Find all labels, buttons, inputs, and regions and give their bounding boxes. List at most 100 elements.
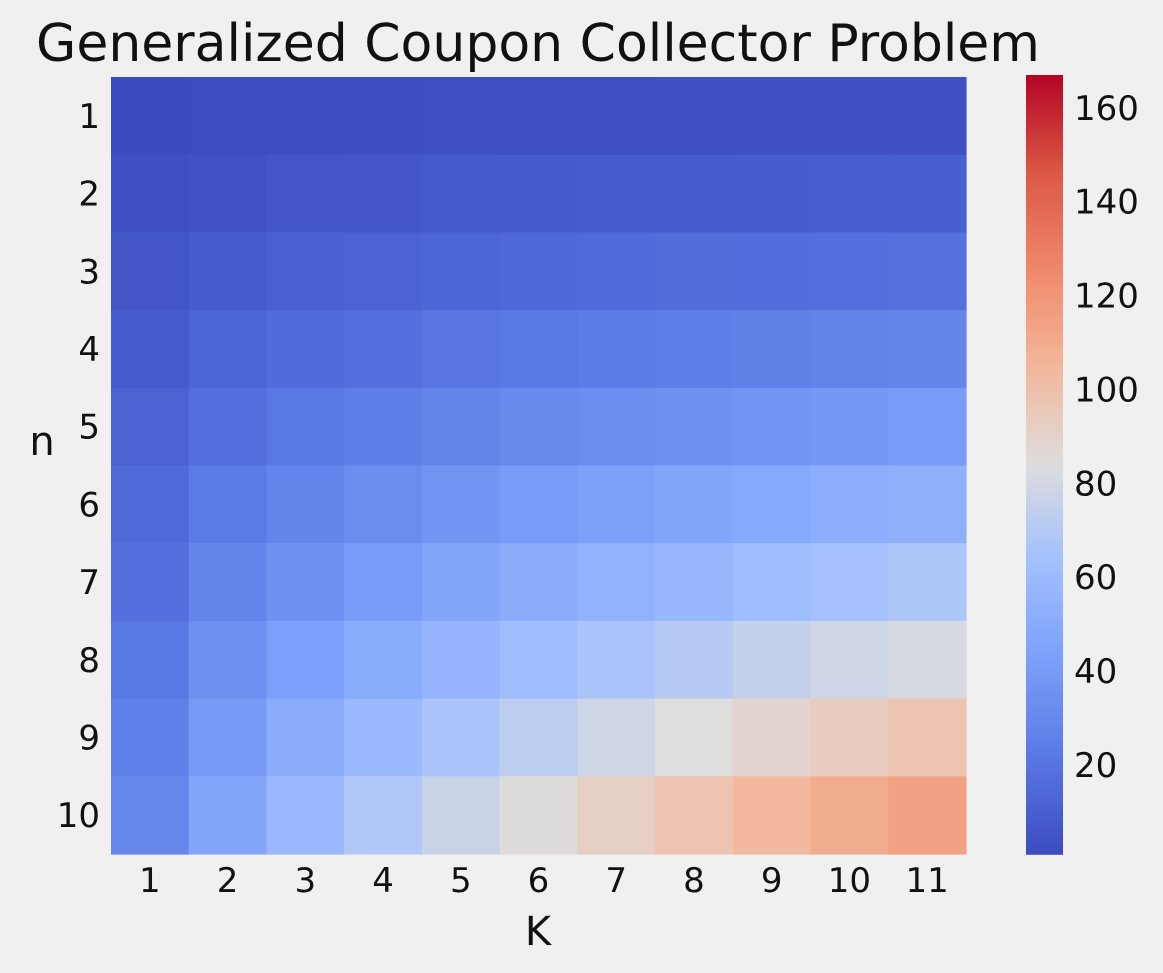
colorbar-segment <box>1026 785 1063 792</box>
colorbar-segment <box>1026 561 1063 568</box>
colorbar-segment <box>1026 284 1063 291</box>
heatmap-cell <box>111 232 190 311</box>
heatmap-cell <box>655 543 734 622</box>
colorbar-segment <box>1026 440 1063 446</box>
heatmap-cell <box>499 543 578 622</box>
colorbar-segment <box>1026 800 1063 807</box>
colorbar-segment <box>1026 746 1063 753</box>
colorbar-segment <box>1026 610 1063 617</box>
heatmap-cell <box>499 310 578 389</box>
colorbar-segment <box>1026 668 1063 675</box>
colorbar-segment <box>1026 250 1063 256</box>
heatmap-cell <box>810 620 889 700</box>
heatmap-cell <box>732 620 812 700</box>
heatmap-cell <box>655 620 734 700</box>
heatmap-cell <box>188 698 268 777</box>
colorbar-segment <box>1026 766 1063 773</box>
heatmap-cell <box>655 776 734 855</box>
heatmap-cell <box>732 776 812 855</box>
heatmap-cell <box>266 620 345 700</box>
colorbar-segment <box>1026 94 1063 101</box>
colorbar-segment <box>1026 634 1063 641</box>
heatmap-cell <box>577 776 656 855</box>
colorbar-segment <box>1026 522 1063 529</box>
heatmap-cell <box>577 387 656 467</box>
colorbar-segment <box>1026 698 1063 704</box>
heatmap-cell <box>888 776 967 855</box>
colorbar-segment <box>1026 177 1063 183</box>
heatmap-cells <box>111 77 967 855</box>
colorbar-segment <box>1026 167 1063 174</box>
colorbar-segment <box>1026 649 1063 656</box>
colorbar-segment <box>1026 294 1063 300</box>
colorbar-segment <box>1026 639 1063 646</box>
heatmap-cell <box>421 465 501 544</box>
colorbar-segment <box>1026 152 1063 159</box>
colorbar-segment <box>1026 89 1063 96</box>
y-tick-label: 10 <box>57 796 100 836</box>
heatmap-cell <box>188 77 268 156</box>
y-tick-label: 8 <box>78 641 100 681</box>
colorbar-segment <box>1026 118 1063 125</box>
colorbar-segment <box>1026 406 1063 412</box>
colorbar-segment <box>1026 469 1063 476</box>
heatmap-cell <box>810 387 889 467</box>
colorbar-segment <box>1026 722 1063 729</box>
heatmap-cell <box>266 543 345 622</box>
heatmap-cell <box>499 776 578 855</box>
chart-title: Generalized Coupon Collector Problem <box>36 14 1040 74</box>
heatmap-cell <box>888 154 967 233</box>
heatmap-cell <box>655 698 734 777</box>
heatmap-cell <box>655 465 734 544</box>
colorbar-segment <box>1026 425 1063 432</box>
colorbar-segment <box>1026 99 1063 106</box>
colorbar-segment <box>1026 576 1063 583</box>
heatmap-cell <box>810 698 889 777</box>
x-tick-label: 5 <box>450 861 472 901</box>
y-tick-label: 9 <box>78 718 100 758</box>
colorbar-segment <box>1026 591 1063 597</box>
colorbar-segment <box>1026 386 1063 393</box>
colorbar-segment <box>1026 474 1063 480</box>
heatmap-cell <box>732 465 812 544</box>
heatmap-cell <box>732 387 812 467</box>
colorbar-segment <box>1026 552 1063 558</box>
colorbar-segment <box>1026 143 1063 149</box>
y-tick-labels: 1 2 3 4 5 6 7 8 9 10 <box>57 97 100 836</box>
heatmap-cell <box>188 154 268 233</box>
colorbar-segment <box>1026 464 1063 471</box>
colorbar-segment <box>1026 245 1063 252</box>
colorbar-segment <box>1026 761 1063 768</box>
colorbar-tick-label: 100 <box>1074 370 1139 410</box>
y-axis-label: n <box>29 419 54 465</box>
heatmap-cell <box>732 543 812 622</box>
y-tick-label: 4 <box>78 330 100 370</box>
heatmap-cell <box>421 232 501 311</box>
colorbar-segment <box>1026 620 1063 626</box>
colorbar-segment <box>1026 581 1063 588</box>
heatmap-cell <box>655 232 734 311</box>
colorbar-segment <box>1026 216 1063 222</box>
heatmap-cell <box>111 620 190 700</box>
colorbar-segment <box>1026 196 1063 203</box>
colorbar-segment <box>1026 693 1063 699</box>
colorbar-segment <box>1026 303 1063 310</box>
heatmap-cell <box>499 154 578 233</box>
colorbar-segment <box>1026 225 1063 232</box>
colorbar-segment <box>1026 420 1063 427</box>
colorbar-segment <box>1026 308 1063 315</box>
colorbar-segment <box>1026 513 1063 519</box>
heatmap-cell <box>499 698 578 777</box>
colorbar-segment <box>1026 255 1063 261</box>
colorbar-segment <box>1026 795 1063 802</box>
heatmap-cell <box>344 620 423 700</box>
colorbar-segment <box>1026 191 1063 198</box>
colorbar-segment <box>1026 819 1063 826</box>
colorbar-segment <box>1026 357 1063 364</box>
x-tick-label: 4 <box>372 861 394 901</box>
colorbar <box>1026 75 1063 855</box>
heatmap-cell <box>577 698 656 777</box>
colorbar-segment <box>1026 839 1063 846</box>
colorbar-segment <box>1026 659 1063 665</box>
heatmap-cell <box>421 310 501 389</box>
